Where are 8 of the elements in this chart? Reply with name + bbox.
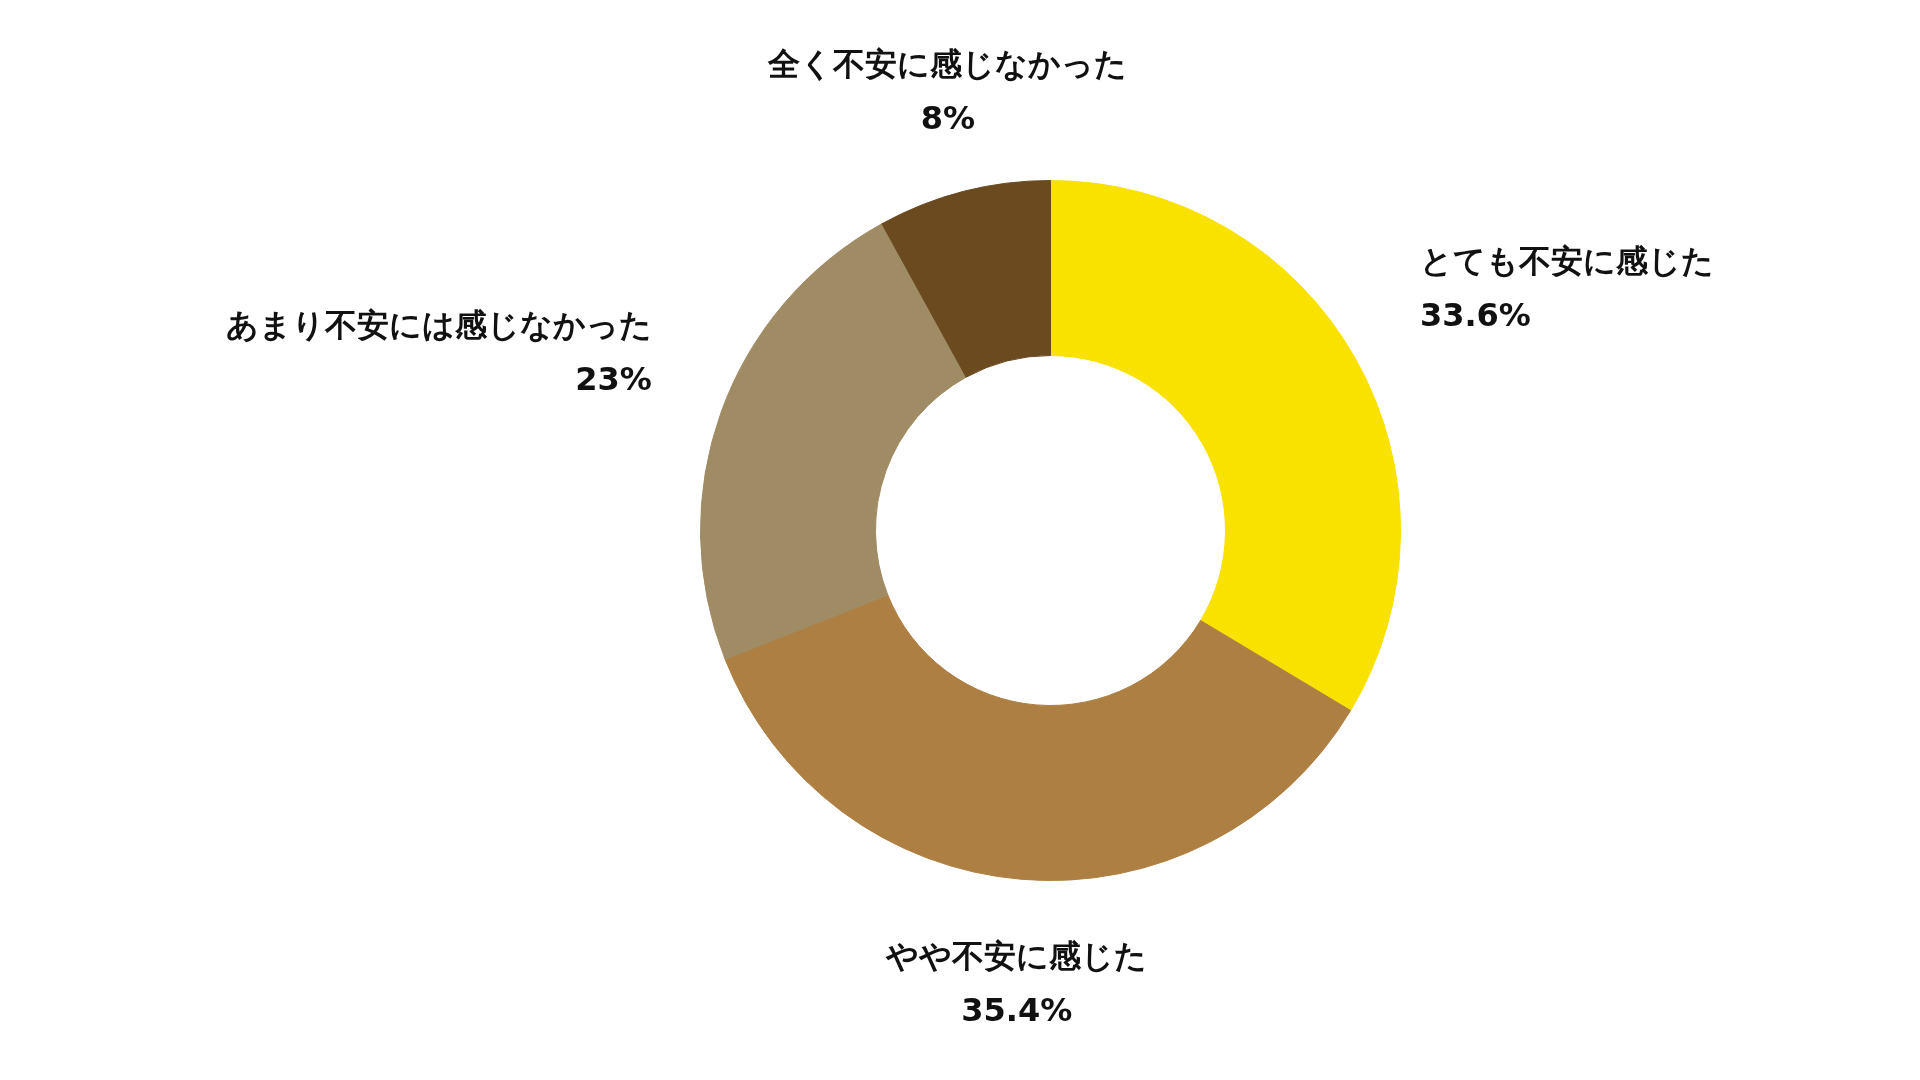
data-label: 33.6% [1419,296,1531,334]
slice-label: やや不安に感じた [885,937,1148,976]
data-label: 35.4% [961,991,1073,1030]
slice-label: あまり不安には感じなかった [225,305,652,344]
slice-label: 全く不安に感じなかった [767,45,1128,84]
data-label: 8% [920,99,975,138]
slice-label: とても不安に感じた [1419,242,1714,280]
data-label: 23% [575,359,652,398]
